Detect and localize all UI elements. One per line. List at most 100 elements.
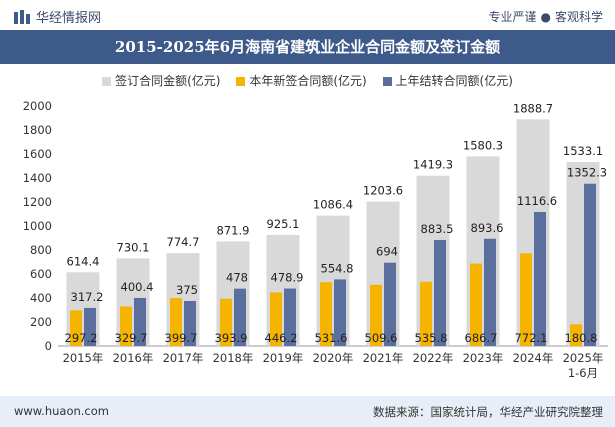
data-label-new: 535.8 — [415, 331, 448, 345]
data-label-new: 531.6 — [315, 331, 348, 345]
data-label-carryover: 883.5 — [421, 222, 454, 236]
data-label-new: 297.2 — [65, 331, 98, 345]
data-label-signed: 730.1 — [117, 240, 150, 254]
bar-new — [270, 292, 282, 346]
x-tick-label: 2016年 — [113, 351, 154, 365]
bar-new — [220, 298, 232, 346]
legend-swatch-carryover — [382, 77, 392, 86]
data-label-signed: 925.1 — [267, 217, 300, 231]
bar-new — [370, 284, 382, 346]
bar-new — [170, 298, 182, 346]
y-tick-label: 1400 — [23, 171, 52, 185]
bar-carryover — [434, 239, 446, 346]
data-label-signed: 1203.6 — [363, 184, 403, 198]
y-tick-label: 0 — [45, 339, 52, 353]
data-label-carryover: 400.4 — [121, 280, 154, 294]
brand-logo-icon — [14, 9, 30, 28]
legend-item-signed: 签订合同金额(亿元) — [102, 72, 220, 89]
y-tick-label: 1800 — [23, 123, 52, 137]
data-label-carryover: 1352.3 — [567, 166, 607, 180]
x-tick-label: 2018年 — [213, 351, 254, 365]
bar-new — [520, 253, 532, 346]
data-label-carryover: 1116.6 — [517, 194, 557, 208]
y-tick-label: 600 — [30, 267, 52, 281]
data-label-new: 686.7 — [465, 331, 498, 345]
x-tick-label: 2020年 — [313, 351, 354, 365]
bar-new — [420, 281, 432, 346]
bar-new — [570, 324, 582, 346]
bar-carryover — [534, 212, 546, 346]
slogan: 专业严谨 ● 客观科学 — [488, 8, 603, 25]
legend-label-carryover: 上年结转合同额(亿元) — [395, 74, 513, 88]
y-tick-label: 200 — [30, 315, 52, 329]
data-label-signed: 774.7 — [167, 235, 200, 249]
y-tick-label: 2000 — [23, 99, 52, 113]
brand-name: 华经情报网 — [36, 11, 102, 26]
bar-carryover — [184, 301, 196, 346]
top-bar: 华经情报网 专业严谨 ● 客观科学 — [0, 0, 615, 30]
bar-new — [320, 282, 332, 346]
data-label-carryover: 317.2 — [71, 290, 104, 304]
footer-url: www.huaon.com — [14, 404, 109, 418]
data-label-new: 446.2 — [265, 331, 298, 345]
bar-new — [470, 263, 482, 346]
slogan-right: 客观科学 — [554, 10, 603, 24]
x-tick-label: 2021年 — [363, 351, 404, 365]
data-label-signed: 1086.4 — [313, 198, 353, 212]
data-label-signed: 871.9 — [217, 223, 250, 237]
bar-carryover — [484, 238, 496, 346]
bar-carryover — [584, 183, 596, 346]
x-tick-label: 2024年 — [513, 351, 554, 365]
data-label-carryover: 478 — [226, 271, 248, 285]
data-label-carryover: 478.9 — [271, 271, 304, 285]
y-tick-label: 1000 — [23, 219, 52, 233]
data-label-carryover: 694 — [376, 245, 398, 259]
bar-carryover — [84, 307, 96, 346]
legend-item-carryover: 上年结转合同额(亿元) — [382, 72, 513, 89]
data-label-carryover: 554.8 — [321, 261, 354, 275]
data-label-signed: 614.4 — [67, 254, 100, 268]
legend-swatch-new — [236, 77, 246, 86]
data-label-signed: 1419.3 — [413, 158, 453, 172]
bar-carryover — [234, 288, 246, 346]
chart-legend: 签订合同金额(亿元) 本年新签合同额(亿元) 上年结转合同额(亿元) — [0, 72, 615, 89]
data-label-new: 509.6 — [365, 331, 398, 345]
data-label-new: 180.8 — [565, 331, 598, 345]
bar-carryover — [134, 297, 146, 346]
y-tick-label: 400 — [30, 291, 52, 305]
bar-carryover — [384, 262, 396, 346]
bar-chart: 0 200 400 600 800 1000 1200 1400 1600 1800 2000 614… — [23, 99, 608, 380]
legend-label-signed: 签订合同金额(亿元) — [115, 74, 221, 88]
x-tick-label: 2019年 — [263, 351, 304, 365]
slogan-left: 专业严谨 — [488, 10, 537, 24]
y-tick-label: 800 — [30, 243, 52, 257]
legend-swatch-signed — [102, 77, 112, 86]
data-label-new: 393.9 — [215, 331, 248, 345]
bar-carryover — [334, 279, 346, 346]
chart-title: 2015-2025年6月海南省建筑业企业合同金额及签订金额 — [0, 30, 615, 64]
data-label-carryover: 893.6 — [471, 221, 504, 235]
bar-new — [70, 310, 82, 346]
y-tick-label: 1200 — [23, 195, 52, 209]
data-label-carryover: 375 — [176, 283, 198, 297]
legend-item-new: 本年新签合同额(亿元) — [236, 72, 367, 89]
footer-source: 数据来源：国家统计局，华经产业研究院整理 — [373, 405, 603, 419]
legend-label-new: 本年新签合同额(亿元) — [249, 74, 367, 88]
x-tick-label: 2015年 — [63, 351, 104, 365]
data-label-new: 772.1 — [515, 331, 548, 345]
x-tick-label: 2017年 — [163, 351, 204, 365]
x-tick-label: 2022年 — [413, 351, 454, 365]
x-tick-label: 2025年 — [563, 351, 604, 365]
x-tick-label: 2023年 — [463, 351, 504, 365]
bar-carryover — [284, 288, 296, 346]
y-tick-label: 1600 — [23, 147, 52, 161]
brand: 华经情报网 — [14, 7, 101, 28]
slogan-separator: ● — [540, 10, 551, 24]
x-tick-label: 1-6月 — [568, 366, 598, 380]
data-label-new: 329.7 — [115, 331, 148, 345]
data-label-new: 399.7 — [165, 331, 198, 345]
bar-new — [120, 306, 132, 346]
data-label-signed: 1888.7 — [513, 101, 553, 115]
data-label-signed: 1533.1 — [563, 144, 603, 158]
data-label-signed: 1580.3 — [463, 138, 503, 152]
